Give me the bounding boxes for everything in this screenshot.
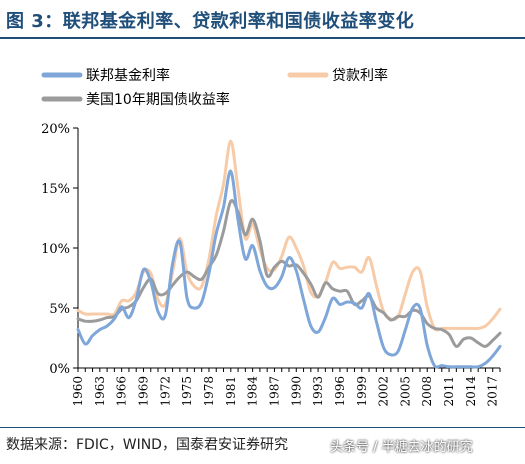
x-tick-label: 1975 (180, 376, 194, 407)
x-tick-label: 1978 (202, 376, 216, 407)
x-tick-label: 1993 (311, 376, 325, 407)
x-tick-label: 1966 (115, 376, 129, 407)
series-line-0 (78, 171, 500, 367)
y-tick-label: 15% (41, 182, 70, 197)
series-line-1 (78, 141, 500, 330)
x-tick-label: 2008 (420, 376, 434, 407)
x-tick-label: 1960 (71, 376, 85, 407)
legend-label: 贷款利率 (332, 67, 388, 84)
x-tick-label: 1972 (158, 376, 172, 407)
x-tick-label: 2005 (398, 376, 412, 407)
chart-axes: 0% 5% 10% 15% 20% 1960 1963 1966 1969 1972 1975 197… (41, 122, 500, 407)
x-tick-label: 1981 (224, 376, 238, 407)
legend-label: 美国10年期国债收益率 (86, 91, 230, 108)
x-tick-label: 1963 (93, 376, 107, 407)
x-tick-label: 2002 (377, 376, 391, 407)
chart-legend: 联邦基金利率 贷款利率美国10年期国债收益率 (44, 67, 388, 108)
x-tick-label: 2011 (442, 376, 456, 407)
y-tick-label: 10% (41, 242, 70, 257)
x-tick-label: 1996 (333, 376, 347, 407)
watermark-text: 头条号 / 半糖去冰的研究 (330, 436, 473, 455)
figure-source: 数据来源：FDIC，WIND，国泰君安证券研究 (6, 434, 288, 454)
x-tick-label: 1990 (289, 376, 303, 407)
y-tick-label: 5% (49, 302, 70, 317)
x-tick-label: 1999 (355, 376, 369, 407)
y-tick-label: 0% (49, 362, 70, 377)
x-tick-label: 2017 (486, 376, 500, 407)
y-tick-label: 20% (41, 122, 70, 137)
legend-label: 联邦基金利率 (86, 67, 170, 84)
source-divider (0, 427, 525, 428)
x-tick-label: 1987 (267, 376, 281, 407)
x-tick-label: 1984 (246, 376, 260, 407)
chart-series (78, 141, 500, 367)
x-tick-label: 1969 (136, 376, 150, 407)
x-tick-label: 2014 (464, 376, 478, 407)
